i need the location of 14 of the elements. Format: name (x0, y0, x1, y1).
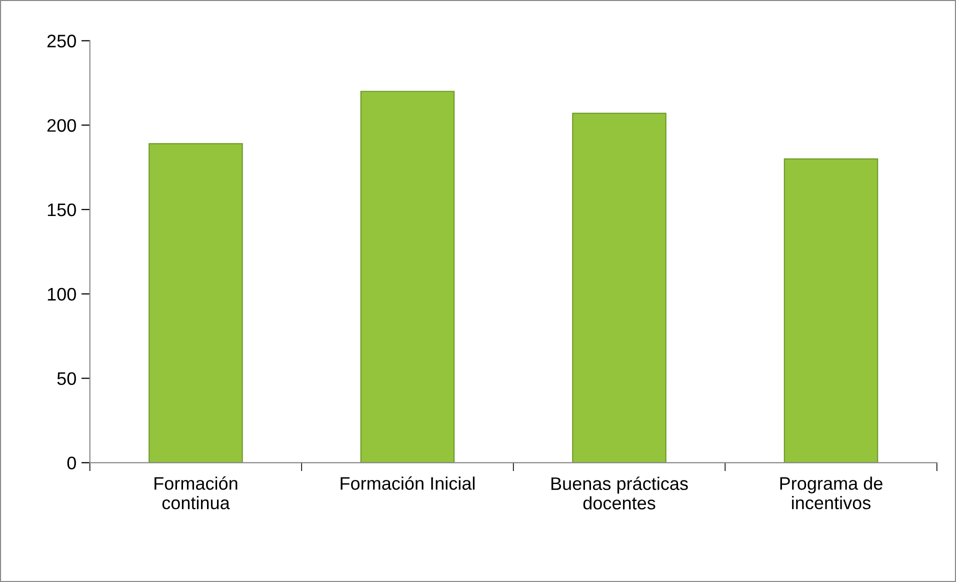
bar (148, 143, 243, 463)
y-tick-label: 50 (57, 372, 76, 386)
bar (784, 158, 878, 463)
y-tick-label: 200 (47, 119, 76, 132)
x-tick-label: Formación continua (154, 476, 238, 510)
bar (360, 90, 455, 463)
bar (572, 112, 666, 463)
x-tick-label: Formación Inicial (340, 476, 475, 490)
x-tick-label: Buenas prácticas docentes (551, 476, 688, 510)
y-tick-label: 250 (47, 34, 76, 48)
y-tick-label: 0 (67, 456, 76, 470)
y-tick-label: 150 (48, 203, 76, 216)
x-tick-label: Programa de incentivos (780, 476, 882, 510)
y-tick-label: 100 (48, 288, 76, 301)
